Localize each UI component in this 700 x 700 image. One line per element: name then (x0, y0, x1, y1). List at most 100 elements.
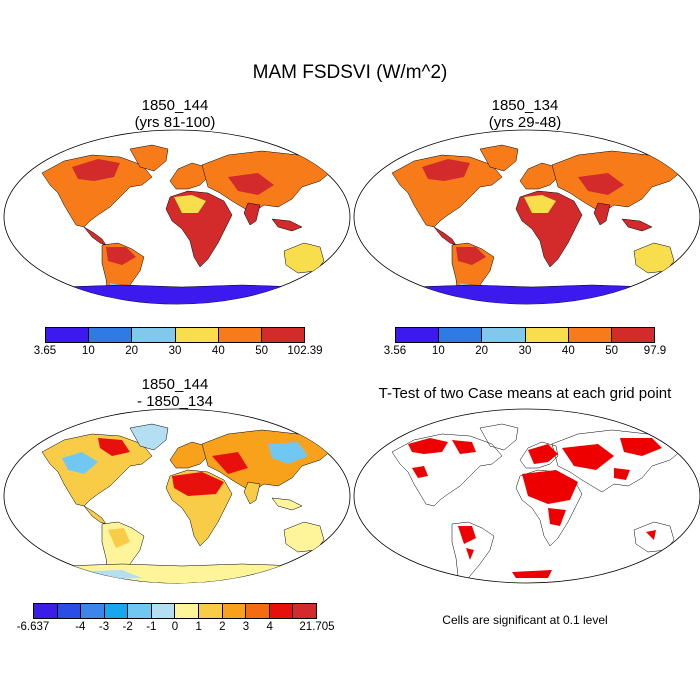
coast-europe (519, 441, 559, 469)
panel4-title: T-Test of two Case means at each grid po… (355, 385, 695, 402)
land-asia-high (578, 173, 624, 195)
panel1-title-line2: (yrs 81-100) (134, 114, 216, 131)
land-greenland (129, 144, 169, 172)
colorbar-segment (128, 604, 152, 618)
panel3-title-line1: 1850_144 (141, 376, 209, 393)
sig-region-na-north (408, 438, 448, 454)
sig-region-asia-east (620, 438, 662, 456)
colorbar-tick-label: 30 (168, 345, 182, 357)
colorbar-segment (439, 328, 483, 342)
colorbar-segment (611, 328, 655, 342)
land-indonesia (621, 218, 653, 232)
colorbar-tick-label: 40 (211, 345, 225, 357)
colorbar-tick-label: 102.39 (287, 345, 323, 357)
colorbar-difference (33, 603, 317, 619)
map-difference (3, 408, 351, 584)
colorbar-segment (46, 328, 90, 342)
land-north-america (41, 154, 153, 228)
land-north-america-high (422, 159, 470, 181)
land-na-negative (62, 452, 98, 474)
colorbar-tick-label: 0 (171, 621, 179, 633)
coast-greenland (479, 423, 519, 451)
main-title: MAM FSDSVI (W/m^2) (252, 62, 448, 83)
colorbar-segment (175, 328, 219, 342)
panel2-title: 1850_134 (yrs 29-48) (425, 97, 625, 131)
colorbar-segment (396, 328, 440, 342)
sig-region-sa (458, 526, 476, 544)
land-amazon-high (106, 247, 136, 265)
colorbar-segment (218, 328, 262, 342)
colorbar-segment (568, 328, 612, 342)
colorbar-tick-label: 2 (219, 621, 226, 633)
sig-region-na-east (452, 440, 476, 454)
colorbar-tick-label: -2 (122, 621, 133, 633)
colorbar-segment (34, 604, 58, 618)
land-greenland (129, 423, 169, 451)
colorbar-tick-label: 40 (561, 345, 575, 357)
colorbar-segment (81, 604, 105, 618)
colorbar-tick-label: -6.637 (16, 621, 50, 633)
significance-note: Cells are significant at 0.1 level (442, 613, 608, 627)
sig-region-europe (528, 444, 558, 464)
colorbar-tick-label: 10 (431, 345, 445, 357)
sig-region-asia-south (614, 468, 630, 480)
colorbar-tick-label: 3.56 (383, 345, 407, 357)
colorbar-tick-label: 97.9 (643, 345, 667, 357)
land-india (243, 481, 261, 505)
colorbar-segment (261, 328, 305, 342)
colorbar-segment (246, 604, 270, 618)
land-sahara (524, 195, 556, 213)
sig-region-sa-south (466, 548, 474, 560)
colorbar-tick-label: 50 (605, 345, 619, 357)
land-asia-high (228, 173, 274, 195)
colorbar-tick-label: 10 (81, 345, 95, 357)
colorbar-tick-label: -4 (75, 621, 86, 633)
colorbar-segment (482, 328, 526, 342)
sig-region-na-west (412, 466, 428, 478)
colorbar-segment (104, 604, 129, 618)
colorbar-tick-label: 50 (255, 345, 269, 357)
map-1850-144 (3, 129, 351, 305)
sig-region-africa-south (548, 508, 566, 526)
coast-north-america (391, 433, 503, 507)
panel3-title-line2: - 1850_134 (137, 393, 213, 410)
colorbar-segment (132, 328, 176, 342)
colorbar-tick-label: 1 (195, 621, 202, 633)
map-1850-134 (353, 129, 700, 305)
land-north-america-high (72, 159, 120, 181)
colorbar-segment (525, 328, 569, 342)
sig-region-asia-west (562, 444, 614, 470)
panel1-title: 1850_144 (yrs 81-100) (75, 97, 275, 131)
land-indonesia (271, 218, 303, 232)
land-antarctica (11, 563, 348, 583)
colorbar-segment (222, 604, 247, 618)
sig-region-sahara (522, 470, 578, 504)
land-greenland (479, 144, 519, 172)
coast-south-america (451, 521, 495, 583)
colorbar-segment (151, 604, 176, 618)
colorbar-tick-label: 3 (242, 621, 250, 633)
colorbar-tick-label: 20 (125, 345, 139, 357)
land-indonesia (271, 497, 303, 511)
colorbar-tick-label: 4 (266, 621, 273, 633)
colorbar-tick-label: 21.705 (299, 621, 335, 633)
land-sa-positive (108, 528, 130, 548)
sig-region-australia (646, 530, 656, 540)
colorbar-segment (175, 604, 200, 618)
land-india (243, 202, 261, 226)
panel3-title: 1850_144 - 1850_134 (75, 376, 275, 410)
colorbar-tick-label: -3 (98, 621, 110, 633)
land-sahara (174, 195, 206, 213)
colorbar-tick-label: 20 (475, 345, 489, 357)
colorbar-tick-label: 30 (518, 345, 532, 357)
sig-region-antarctica-1 (392, 572, 442, 580)
colorbar-segment (293, 604, 316, 618)
panel4-title-line1: T-Test of two Case means at each grid po… (378, 385, 672, 402)
panel2-title-line2: (yrs 29-48) (488, 114, 562, 131)
land-na-positive (98, 438, 130, 456)
map-ttest (353, 408, 700, 584)
land-asia-negative (268, 442, 308, 464)
colorbar-tick-label: -1 (146, 621, 157, 633)
colorbar-segment (57, 604, 82, 618)
land-sahara-positive (172, 472, 224, 496)
